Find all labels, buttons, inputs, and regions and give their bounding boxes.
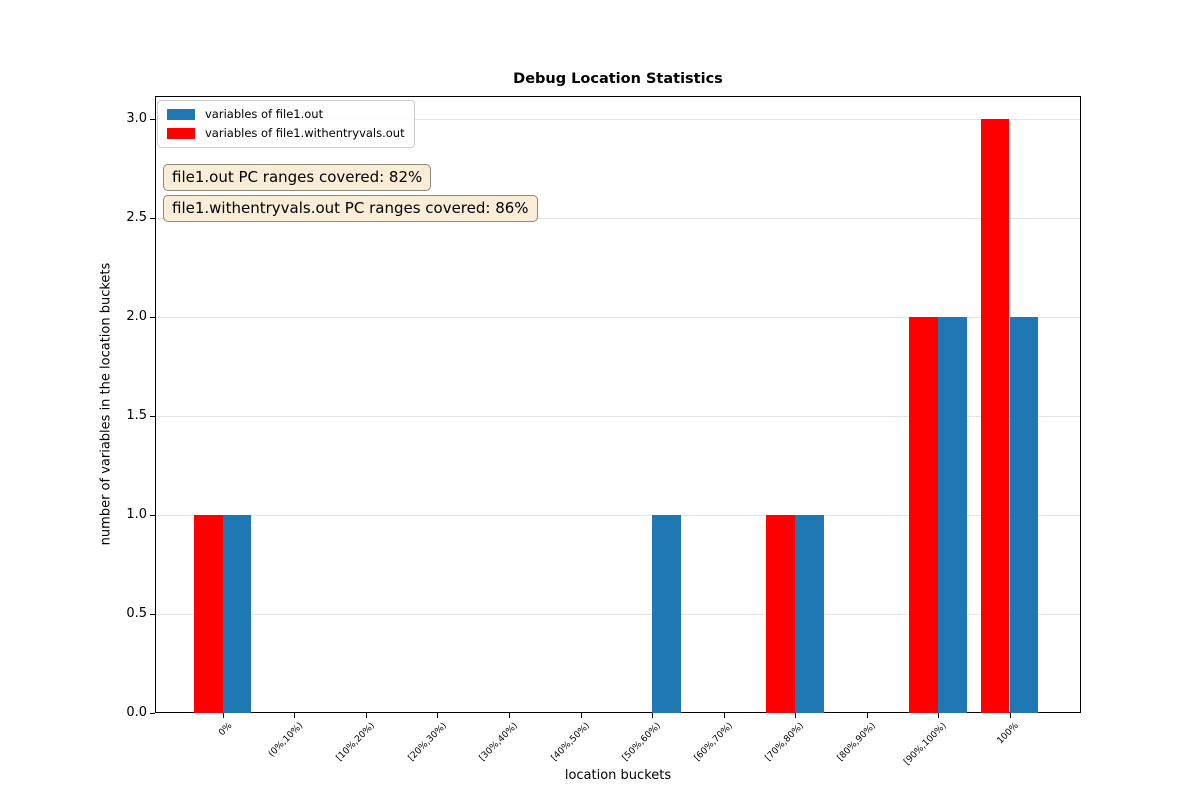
x-tick-label: [30%,40%) [477,721,521,764]
x-tick-label: [10%,20%) [334,721,377,764]
legend-item-file1: variables of file1.out [167,108,405,121]
x-tick-mark [723,713,725,718]
y-tick-label: 1.0 [126,507,147,522]
x-tick-mark [222,713,224,718]
x-axis-label: location buckets [564,768,672,783]
x-tick-label: (0%,10%) [267,721,306,760]
y-tick-label: 0.5 [126,606,147,621]
x-tick-mark [938,713,939,718]
x-tick-mark [509,713,510,718]
chart-title: Debug Location Statistics [513,71,723,87]
y-axis-label: number of variables in the location buck… [98,262,114,546]
x-tick-label: [40%,50%) [549,721,592,764]
legend: variables of file1.out variables of file… [157,100,415,148]
y-tick-label: 3.0 [126,111,147,126]
x-tick-label: 100% [995,721,1021,747]
y-tick-label: 2.5 [126,210,147,225]
y-tick-label: 0.0 [126,705,147,720]
x-tick-mark [580,713,582,718]
x-tick-label: [80%,90%) [835,721,878,764]
legend-label-file1: variables of file1.out [205,107,324,121]
y-tick-label: 1.5 [126,408,147,423]
x-tick-label: [90%,100%) [902,721,950,768]
legend-item-withentryvals: variables of file1.withentryvals.out [167,127,405,140]
x-tick-mark [294,713,296,718]
annotation-file1-coverage: file1.out PC ranges covered: 82% [163,164,432,191]
x-tick-mark [652,713,653,718]
x-tick-label: 0% [216,721,234,739]
x-tick-label: [20%,30%) [406,721,449,764]
x-tick-label: [70%,80%) [763,721,807,764]
x-tick-mark [365,713,367,718]
y-tick-mark [150,713,155,714]
annotation-withentryvals-coverage: file1.withentryvals.out PC ranges covere… [163,195,538,222]
x-tick-mark [866,713,868,718]
x-tick-mark [437,713,439,718]
x-tick-label: [50%,60%) [620,721,664,764]
x-tick-label: [60%,70%) [692,721,735,764]
legend-label-withentryvals: variables of file1.withentryvals.out [205,126,405,140]
x-tick-mark [1009,713,1011,718]
x-tick-mark [795,713,796,718]
y-tick-label: 2.0 [126,309,147,324]
legend-swatch-red [167,128,195,139]
legend-swatch-blue [167,109,195,120]
